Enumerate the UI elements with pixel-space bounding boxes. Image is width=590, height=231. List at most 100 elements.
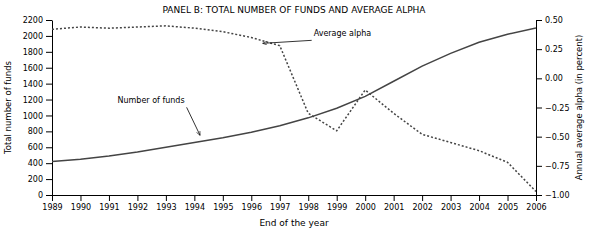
tick: 0 (38, 191, 52, 200)
tick-mark (46, 68, 52, 69)
tick-mark (46, 195, 52, 196)
tick: −1.00 (536, 191, 570, 200)
tick-mark (137, 195, 138, 201)
tick-label: −0.75 (545, 162, 570, 171)
tick: 1989 (42, 195, 62, 212)
tick-mark (109, 195, 110, 201)
tick-mark (46, 100, 52, 101)
tick-mark (308, 195, 309, 201)
y2-axis-title: Annual average alpha (in percent) (574, 35, 584, 181)
tick-label: −0.25 (545, 104, 570, 113)
tick: −0.75 (536, 162, 570, 171)
tick-label: 0.00 (545, 74, 563, 83)
tick-mark (536, 20, 542, 21)
tick-mark (508, 195, 509, 201)
title: PANEL B: TOTAL NUMBER OF FUNDS AND AVERA… (163, 5, 427, 15)
tick-label: 1997 (270, 203, 290, 212)
tick: 1991 (99, 195, 119, 212)
tick: 2002 (412, 195, 432, 212)
tick: 2005 (498, 195, 518, 212)
tick: 1400 (23, 80, 52, 89)
tick: 2003 (441, 195, 461, 212)
tick: 2000 (23, 32, 52, 41)
tick-mark (46, 179, 52, 180)
y2-axis: −1.00−0.75−0.50−0.250.000.250.50 (536, 16, 570, 200)
tick: 800 (28, 127, 52, 136)
tick: −0.25 (536, 104, 570, 113)
series-line (52, 28, 536, 162)
tick-label: 800 (28, 127, 43, 136)
tick-label: −1.00 (545, 191, 570, 200)
tick-mark (251, 195, 252, 201)
tick-mark (479, 195, 480, 201)
tick: 400 (28, 159, 52, 168)
tick: 1200 (23, 96, 52, 105)
tick-label: 2003 (441, 203, 461, 212)
tick-label: 2200 (23, 16, 43, 25)
tick-mark (46, 84, 52, 85)
tick-mark (536, 137, 542, 138)
tick-mark (536, 108, 542, 109)
tick-label: 2006 (526, 203, 546, 212)
axis-line (52, 21, 53, 196)
tick-label: 1600 (23, 64, 43, 73)
tick-label: 1992 (128, 203, 148, 212)
tick-mark (46, 115, 52, 116)
tick-mark (46, 131, 52, 132)
tick: 1600 (23, 64, 52, 73)
tick-label: 2004 (469, 203, 489, 212)
tick: 1990 (71, 195, 91, 212)
tick: 1000 (23, 112, 52, 121)
tick: 1995 (213, 195, 233, 212)
tick-label: 1989 (42, 203, 62, 212)
y-axis-title: Total number of funds (3, 60, 13, 154)
tick: 1997 (270, 195, 290, 212)
tick-mark (337, 195, 338, 201)
tick: 0.50 (536, 16, 563, 25)
tick-label: 200 (28, 175, 43, 184)
tick-label: 1990 (71, 203, 91, 212)
tick: 1993 (156, 195, 176, 212)
tick-mark (194, 195, 195, 201)
tick-label: 0.50 (545, 16, 563, 25)
tick: 200 (28, 175, 52, 184)
tick-mark (166, 195, 167, 201)
annotation-text: Average alpha (314, 29, 372, 38)
tick-mark (365, 195, 366, 201)
tick-mark (536, 195, 542, 196)
tick: 1992 (128, 195, 148, 212)
tick-label: 1996 (242, 203, 262, 212)
annotation-arrow (187, 107, 200, 135)
tick: 2200 (23, 16, 52, 25)
plot-area: 1989199019911992199319941995199619971998… (23, 16, 570, 212)
tick-mark (451, 195, 452, 201)
tick-label: 1000 (23, 112, 43, 121)
tick-label: 1991 (99, 203, 119, 212)
tick-label: 400 (28, 159, 43, 168)
tick-mark (536, 78, 542, 79)
tick-mark (46, 52, 52, 53)
tick-mark (536, 166, 542, 167)
tick-mark (46, 20, 52, 21)
tick-mark (46, 147, 52, 148)
tick-label: 600 (28, 143, 43, 152)
tick-mark (422, 195, 423, 201)
tick-label: 2005 (498, 203, 518, 212)
tick: 0.25 (536, 45, 563, 54)
tick: 1999 (327, 195, 347, 212)
tick: 600 (28, 143, 52, 152)
tick: 2006 (526, 195, 546, 212)
tick-label: 2000 (23, 32, 43, 41)
tick-label: 1999 (327, 203, 347, 212)
tick: 1996 (242, 195, 262, 212)
chart: 1989199019911992199319941995199619971998… (0, 0, 590, 231)
tick-label: 1998 (299, 203, 319, 212)
tick-mark (223, 195, 224, 201)
tick-label: 2000 (355, 203, 375, 212)
annotations: Average alpha Number of funds (117, 29, 371, 135)
tick: 2001 (384, 195, 404, 212)
tick-label: 0 (38, 191, 43, 200)
annotation-text: Number of funds (117, 96, 184, 105)
tick-label: 0.25 (545, 45, 563, 54)
tick-mark (280, 195, 281, 201)
